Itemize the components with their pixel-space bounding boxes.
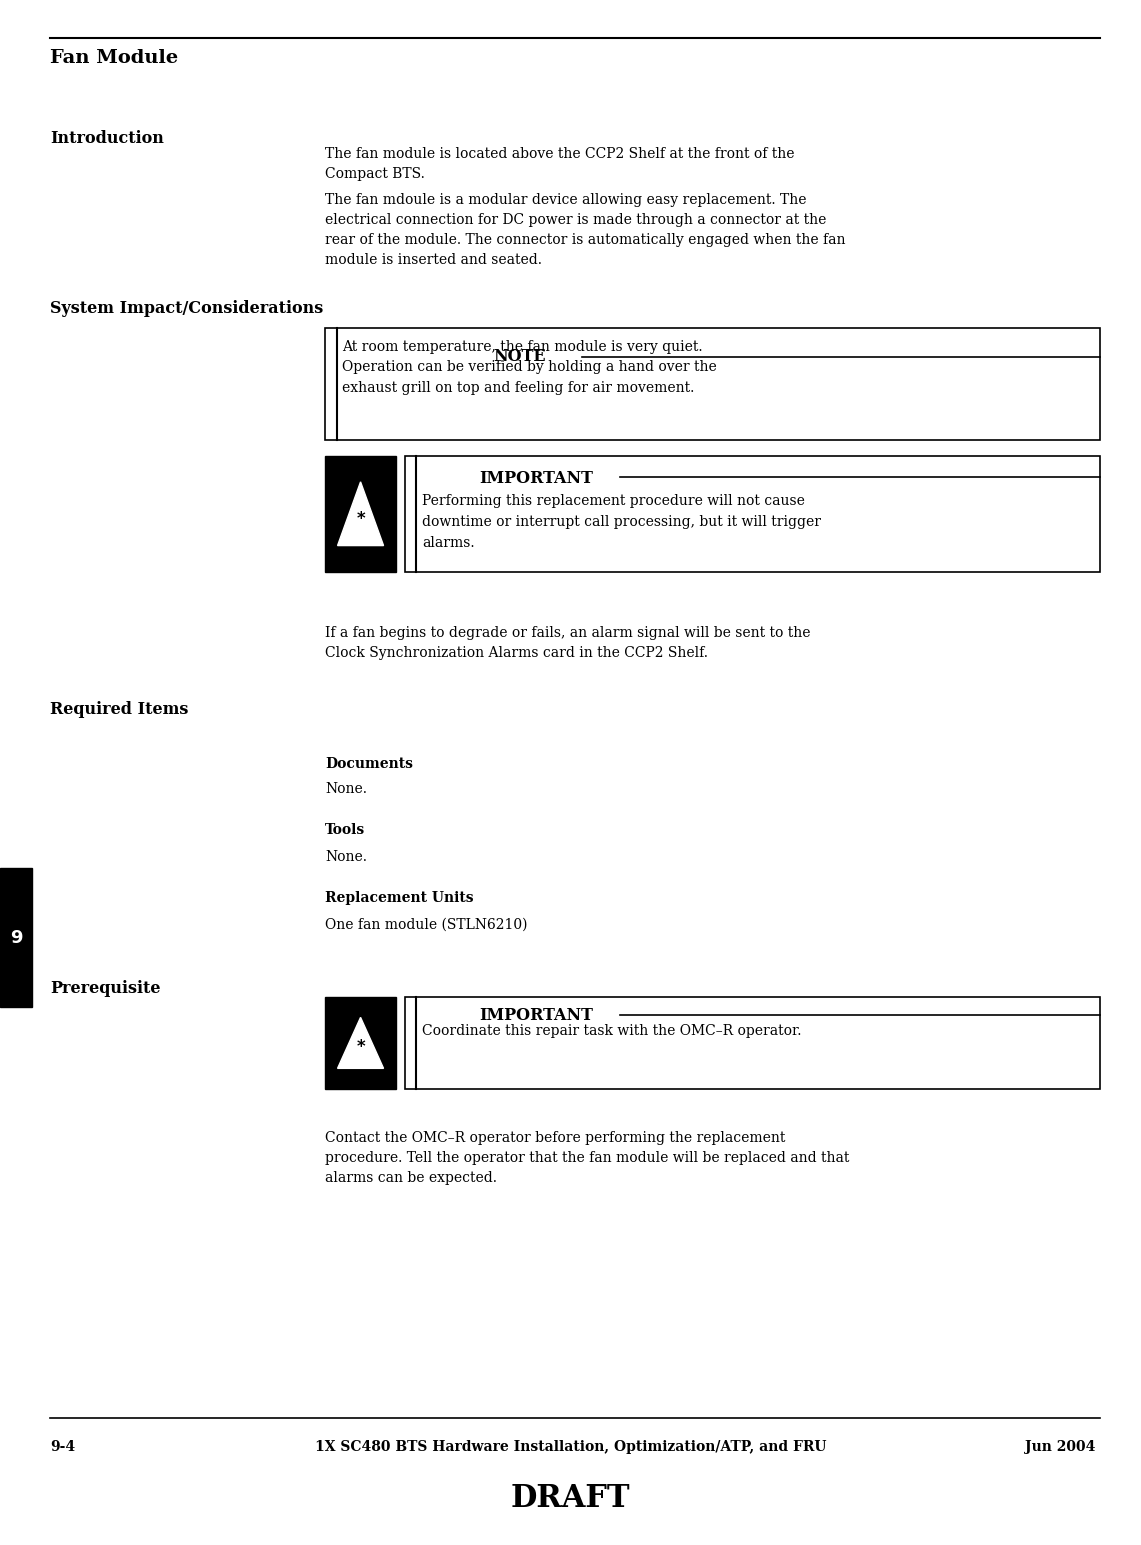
Text: 9: 9	[10, 929, 22, 947]
Bar	[325, 456, 396, 572]
Text: IMPORTANT: IMPORTANT	[479, 470, 593, 487]
Polygon shape	[338, 1018, 383, 1069]
Text: 1X SC480 BTS Hardware Installation, Optimization/ATP, and FRU: 1X SC480 BTS Hardware Installation, Opti…	[315, 1440, 826, 1454]
Text: Documents: Documents	[325, 757, 413, 771]
Text: The fan module is located above the CCP2 Shelf at the front of the
Compact BTS.: The fan module is located above the CCP2…	[325, 147, 794, 181]
Text: Performing this replacement procedure will not cause
downtime or interrupt call : Performing this replacement procedure wi…	[422, 494, 822, 550]
Text: System Impact/Considerations: System Impact/Considerations	[50, 300, 323, 317]
Text: One fan module (STLN6210): One fan module (STLN6210)	[325, 918, 527, 932]
Text: Jun 2004: Jun 2004	[1025, 1440, 1095, 1454]
Text: Contact the OMC–R operator before performing the replacement
procedure. Tell the: Contact the OMC–R operator before perfor…	[325, 1131, 850, 1185]
Text: The fan mdoule is a modular device allowing easy replacement. The
electrical con: The fan mdoule is a modular device allow…	[325, 193, 845, 267]
Bar	[0, 868, 32, 1007]
Bar	[325, 997, 396, 1089]
Text: Replacement Units: Replacement Units	[325, 891, 474, 905]
Text: *: *	[356, 1038, 365, 1055]
Text: Coordinate this repair task with the OMC–R operator.: Coordinate this repair task with the OMC…	[422, 1024, 802, 1038]
Polygon shape	[338, 482, 383, 545]
Text: At room temperature, the fan module is very quiet.
Operation can be verified by : At room temperature, the fan module is v…	[342, 340, 717, 396]
Text: None.: None.	[325, 850, 367, 864]
Text: If a fan begins to degrade or fails, an alarm signal will be sent to the
Clock S: If a fan begins to degrade or fails, an …	[325, 626, 811, 660]
Text: Fan Module: Fan Module	[50, 49, 178, 68]
Text: Tools: Tools	[325, 823, 365, 837]
Bar	[405, 456, 1100, 572]
Text: *: *	[356, 510, 365, 528]
Bar	[325, 328, 1100, 440]
Text: Required Items: Required Items	[50, 701, 188, 718]
Text: None.: None.	[325, 782, 367, 796]
Text: Prerequisite: Prerequisite	[50, 980, 161, 997]
Text: NOTE: NOTE	[493, 348, 545, 365]
Text: 9-4: 9-4	[50, 1440, 75, 1454]
Text: Introduction: Introduction	[50, 130, 164, 147]
Bar	[405, 997, 1100, 1089]
Text: IMPORTANT: IMPORTANT	[479, 1007, 593, 1024]
Text: DRAFT: DRAFT	[511, 1483, 630, 1514]
